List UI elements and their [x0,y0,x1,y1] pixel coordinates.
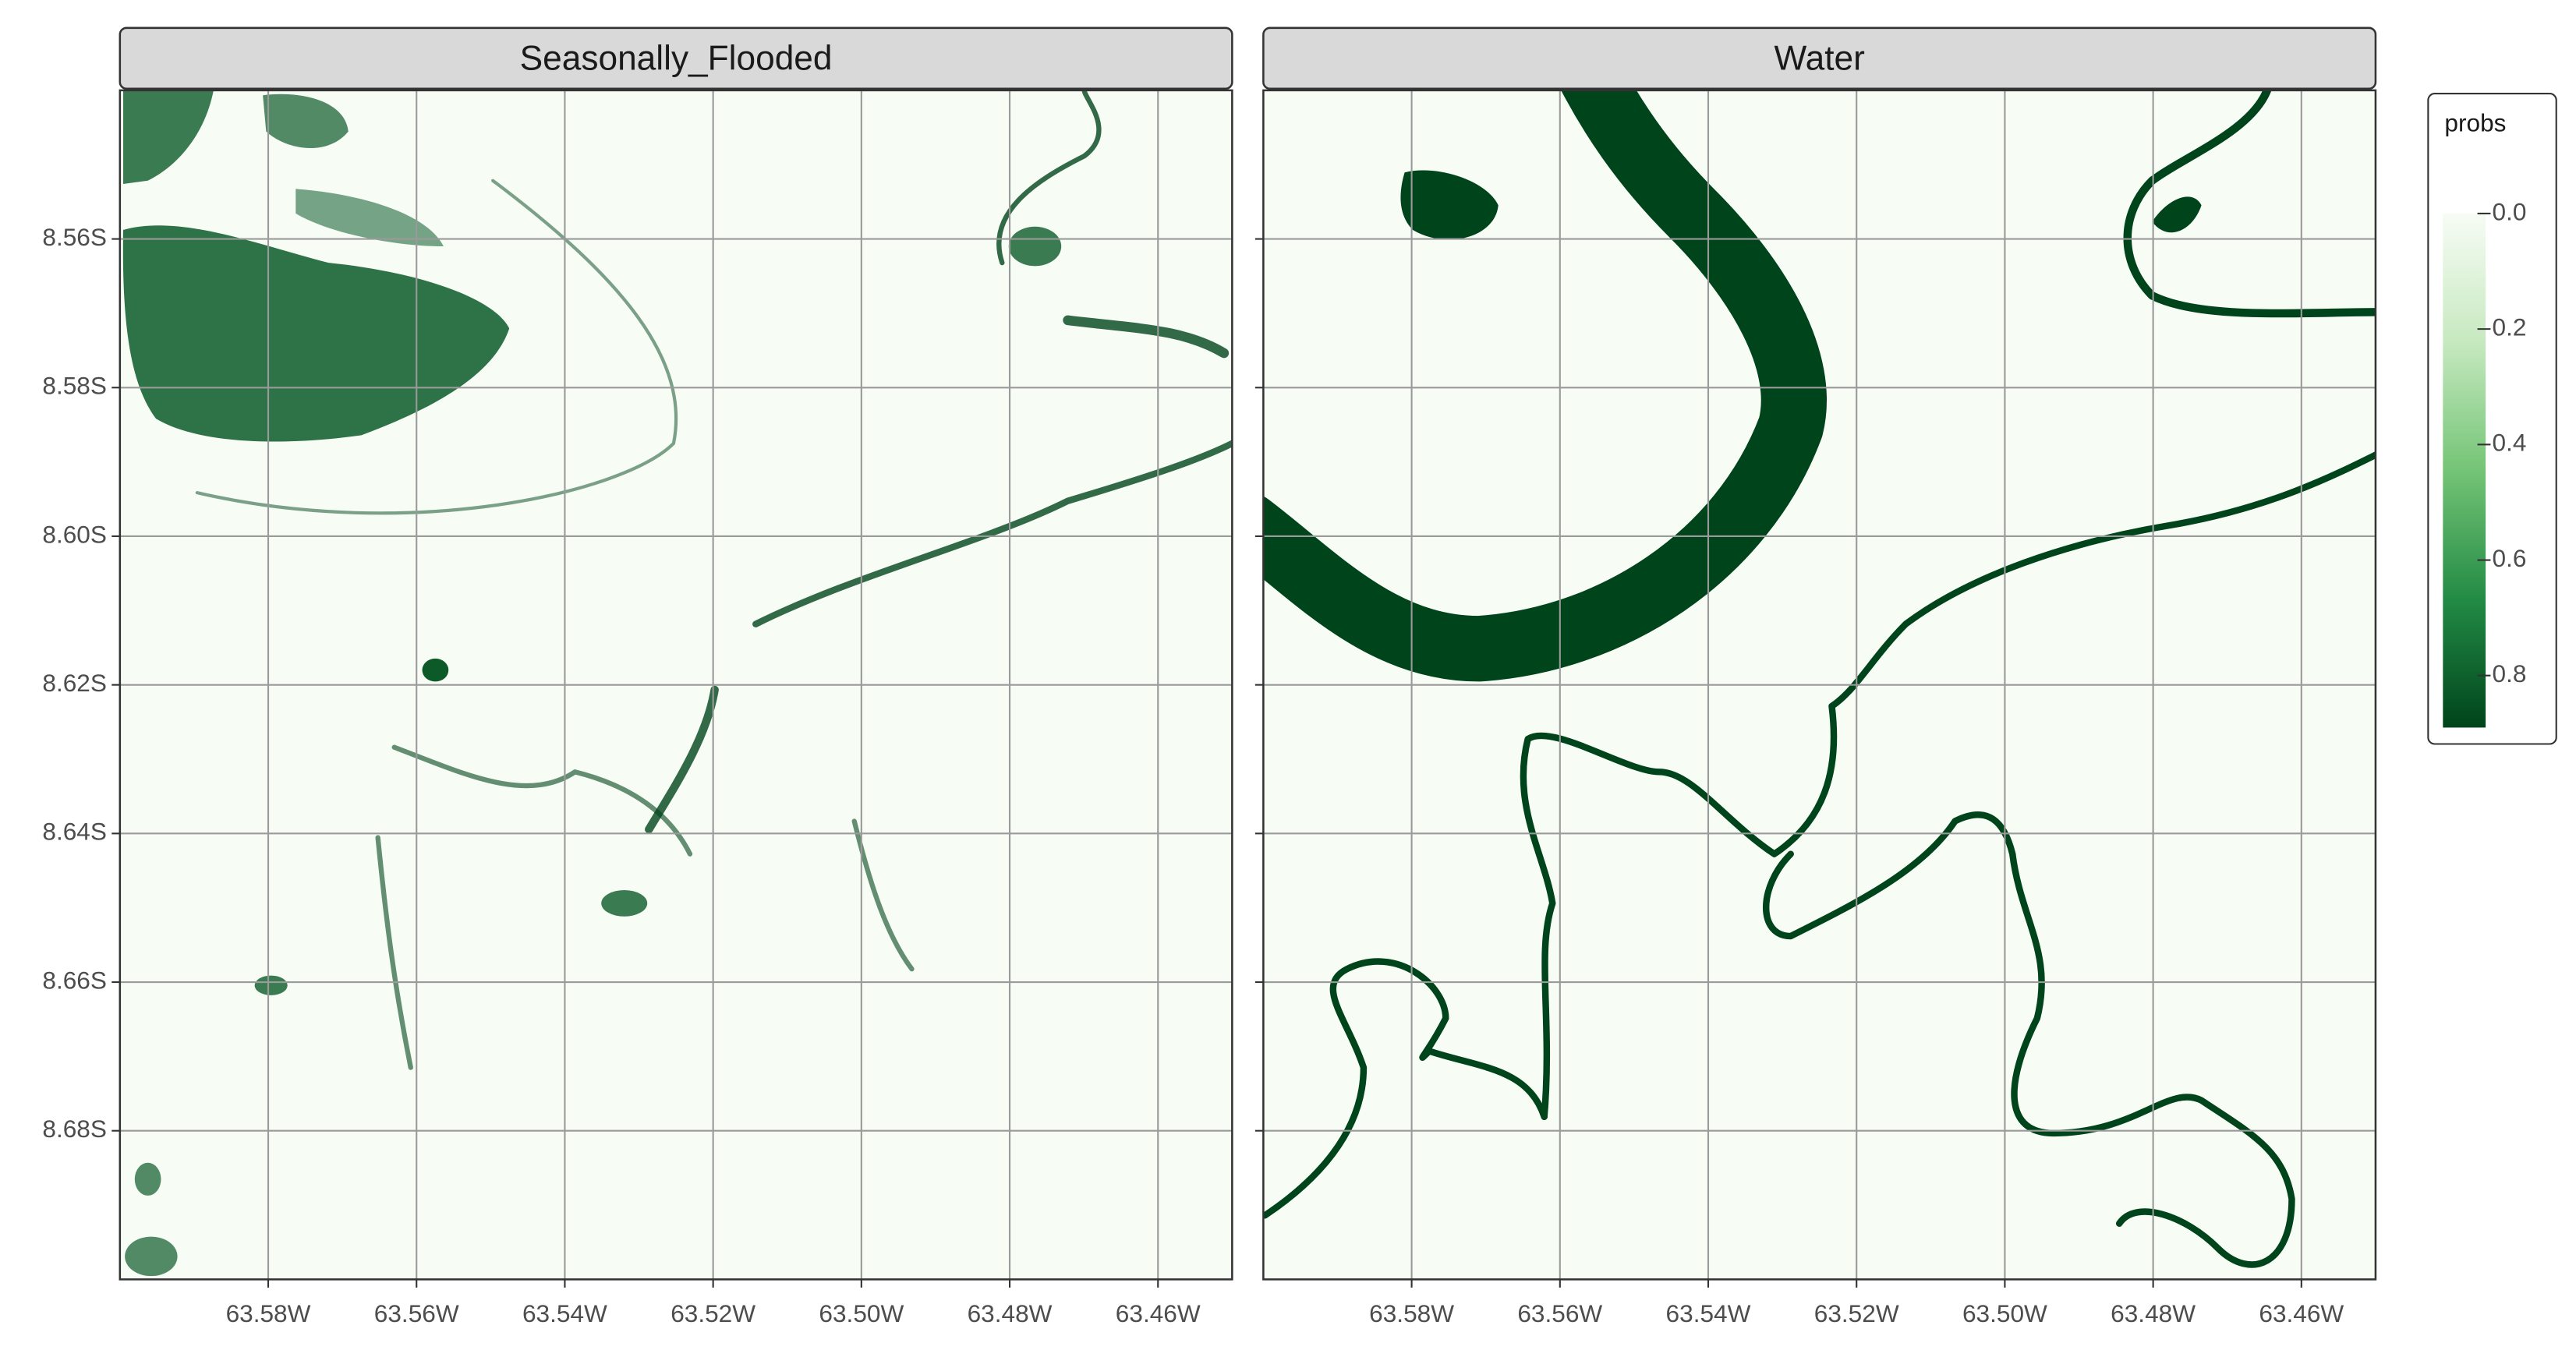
legend-tick-label: 0.0 [2493,197,2527,225]
y-tick-label: 8.62S [42,669,107,697]
x-tick-label: 63.56W [374,1299,459,1327]
y-tick-label: 8.64S [42,818,107,846]
facet-title: Seasonally_Flooded [520,40,833,78]
raster-seasonally-flooded [122,90,1233,1277]
raster-water [1263,90,2376,1268]
colorbar [2443,213,2486,728]
legend-tick-label: 0.8 [2493,659,2527,687]
legend-title: probs [2444,108,2506,136]
x-tick-label: 63.54W [1666,1299,1751,1327]
x-tick-label: 63.48W [968,1299,1053,1327]
x-tick-label: 63.48W [2111,1299,2196,1327]
legend-tick-label: 0.4 [2493,429,2527,457]
y-tick-label: 8.58S [42,372,107,400]
legend-tick-label: 0.6 [2493,544,2527,572]
facet-strip [119,27,1233,90]
facet-title: Water [1774,40,1864,78]
x-tick-label: 63.50W [1962,1299,2047,1327]
y-tick-label: 8.66S [42,966,107,994]
x-tick-label: 63.58W [226,1299,311,1327]
x-tick-label: 63.50W [819,1299,904,1327]
x-tick-label: 63.52W [671,1299,755,1327]
x-tick-label: 63.56W [1517,1299,1602,1327]
x-tick-label: 63.58W [1369,1299,1454,1327]
y-tick-label: 8.56S [42,223,107,251]
x-tick-label: 63.52W [1814,1299,1899,1327]
x-tick-label: 63.46W [2259,1299,2344,1327]
y-tick-label: 8.68S [42,1115,107,1143]
x-tick-label: 63.54W [522,1299,607,1327]
facet-strip [1262,27,2377,90]
y-tick-label: 8.60S [42,520,107,548]
x-tick-label: 63.46W [1116,1299,1201,1327]
legend-tick-label: 0.2 [2493,313,2527,341]
